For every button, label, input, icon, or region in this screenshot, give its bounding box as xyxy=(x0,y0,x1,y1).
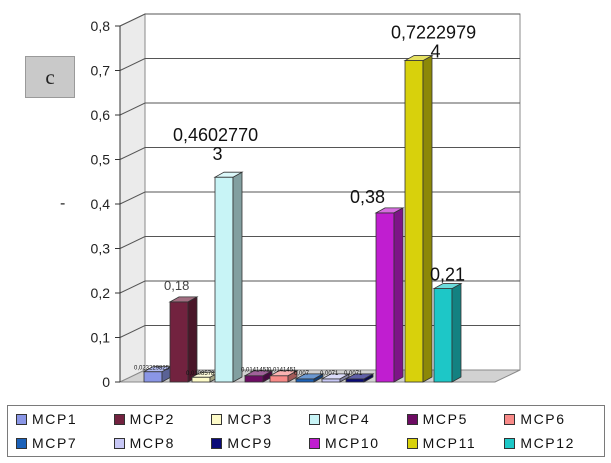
bar-top-mcp8 xyxy=(320,373,351,380)
legend-item: MCP3 xyxy=(211,407,309,431)
bar-mcp11 xyxy=(404,60,424,383)
bar-mcp2 xyxy=(169,301,189,383)
gridline xyxy=(119,191,520,205)
panel-label-box: c xyxy=(25,56,75,98)
data-label: 0,7222979 xyxy=(391,23,476,43)
data-label: 0,38 xyxy=(350,187,385,207)
legend-label: MCP4 xyxy=(324,411,371,427)
legend-item: MCP12 xyxy=(504,431,602,455)
legend-label: MCP3 xyxy=(227,411,273,427)
legend-item: MCP11 xyxy=(406,431,505,455)
legend-swatch xyxy=(113,413,125,425)
legend-item: MCP2 xyxy=(113,407,212,431)
y-tick-label: 0,5 xyxy=(91,152,111,168)
bar-top-mcp9 xyxy=(344,373,375,380)
y-tick-label: 0 xyxy=(102,374,110,390)
bar-top-mcp2 xyxy=(168,296,199,303)
legend-label: MCP7 xyxy=(32,435,78,451)
bar-mcp1 xyxy=(143,371,163,383)
bar-top-mcp4 xyxy=(213,171,244,178)
legend-swatch xyxy=(406,413,418,425)
legend-label: MCP9 xyxy=(227,435,273,451)
legend-item: MCP8 xyxy=(113,431,212,455)
y-tick-label: 0,8 xyxy=(91,18,111,34)
bar-top-mcp6 xyxy=(268,370,299,377)
y-axis-mark: - xyxy=(60,195,66,212)
legend-label: MCP5 xyxy=(422,411,468,427)
legend-label: MCP2 xyxy=(129,411,175,427)
data-label: 4 xyxy=(431,41,441,61)
data-label: 0,21 xyxy=(430,265,465,285)
gridline xyxy=(119,102,520,116)
bar-side-mcp4 xyxy=(232,171,243,383)
y-tick-label: 0,4 xyxy=(91,196,111,212)
legend-label: MCP10 xyxy=(324,435,380,451)
legend-swatch xyxy=(504,413,516,425)
bar-side-mcp12 xyxy=(451,282,462,383)
y-tick-label: 0,1 xyxy=(91,330,111,346)
bar-top-mcp5 xyxy=(243,370,274,377)
legend-label: MCP6 xyxy=(520,411,566,427)
legend-item: MCP5 xyxy=(406,407,505,431)
legend-label: MCP8 xyxy=(129,435,175,451)
data-label: 0,0141451 xyxy=(268,368,297,374)
gridline xyxy=(119,13,520,27)
chart-legend: MCP1 MCP2 MCP3 MCP4 MCP5 MCP6 MCP7 MCP8 MCP9 MCP1… xyxy=(7,405,605,457)
legend-label: MCP11 xyxy=(422,435,477,451)
data-label: 3 xyxy=(213,144,223,164)
bar-mcp12 xyxy=(433,288,453,383)
bar-side-mcp2 xyxy=(187,296,198,383)
bar-top-mcp10 xyxy=(374,207,405,214)
legend-swatch xyxy=(308,413,320,425)
data-label: 0,0232298259 xyxy=(134,366,173,372)
bar-side-mcp10 xyxy=(393,207,404,383)
legend-label: MCP12 xyxy=(520,435,576,451)
legend-label: MCP1 xyxy=(32,411,78,427)
legend-swatch xyxy=(308,437,320,449)
bar-mcp10 xyxy=(375,212,395,383)
bar-top-mcp7 xyxy=(294,373,325,380)
bar-mcp8 xyxy=(321,378,341,383)
legend-item: MCP7 xyxy=(16,431,114,455)
bar-chart-3d: 0 0,1 0,2 0,3 0,4 0,5 0,6 0,7 0,8 0,0232298259 0,1… xyxy=(91,13,521,390)
gridline xyxy=(119,147,520,160)
bar-mcp4 xyxy=(214,176,234,383)
panel-label: c xyxy=(45,64,55,89)
data-label: 0,0108578 xyxy=(186,371,215,377)
legend-item: MCP9 xyxy=(211,431,309,455)
data-label: 0,0141451 xyxy=(241,368,270,374)
legend-swatch xyxy=(211,437,223,449)
data-label: 0,4602770 xyxy=(173,125,258,145)
bar-top-mcp11 xyxy=(403,55,434,61)
y-tick-label: 0,7 xyxy=(91,63,111,79)
legend-item: MCP10 xyxy=(308,431,407,455)
legend-swatch xyxy=(211,413,223,425)
data-label: 0,0071 xyxy=(320,371,339,377)
legend-item: MCP6 xyxy=(504,407,602,431)
bar-mcp3 xyxy=(191,376,211,383)
bar-side-mcp11 xyxy=(422,54,433,383)
y-tick-label: 0,3 xyxy=(91,241,111,257)
legend-item: MCP1 xyxy=(16,407,114,431)
bar-mcp5 xyxy=(244,375,264,383)
y-tick-label: 0,2 xyxy=(91,285,111,301)
data-label: 0,007 xyxy=(294,371,310,377)
data-label: 0,0071 xyxy=(344,371,363,377)
legend-swatch xyxy=(504,437,516,449)
gridline xyxy=(119,58,520,71)
bar-mcp6 xyxy=(269,375,289,383)
data-label: 0,18 xyxy=(164,278,189,293)
legend-swatch xyxy=(16,437,27,449)
bar-mcp9 xyxy=(345,378,365,383)
bar-top-mcp12 xyxy=(432,283,463,289)
legend-swatch xyxy=(406,437,418,449)
y-tick-label: 0,6 xyxy=(91,107,111,123)
legend-swatch xyxy=(113,437,125,449)
legend-item: MCP4 xyxy=(308,407,407,431)
bar-mcp7 xyxy=(295,378,315,383)
legend-swatch xyxy=(16,413,27,425)
